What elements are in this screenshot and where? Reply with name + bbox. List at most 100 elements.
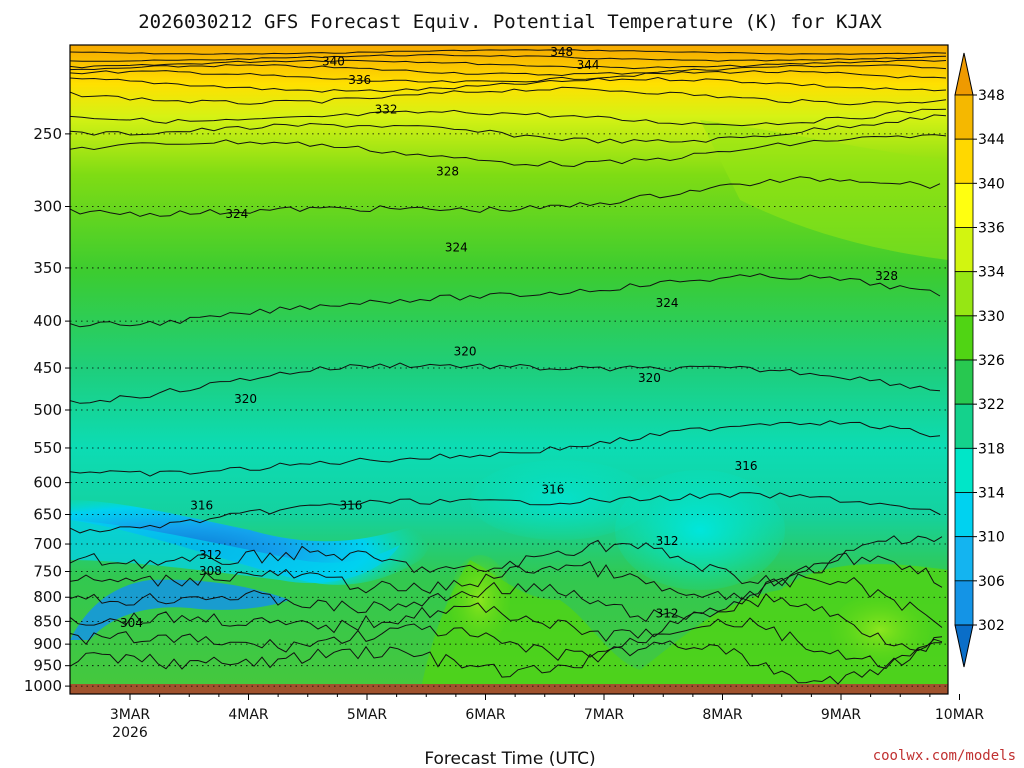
credit-text: coolwx.com/models xyxy=(873,748,1016,764)
colorbar-swatch xyxy=(954,94,974,140)
colorbar-label: 326 xyxy=(978,353,1005,369)
contour-label: 324 xyxy=(445,240,468,254)
colorbar-swatch xyxy=(954,271,974,317)
isentrope xyxy=(70,176,941,217)
colorbar-label: 302 xyxy=(978,618,1005,634)
colorbar-label: 348 xyxy=(978,88,1005,104)
isentrope xyxy=(70,492,941,534)
isentrope xyxy=(70,49,947,55)
x-tick-label: 5MAR xyxy=(347,707,388,723)
contour-label: 316 xyxy=(735,459,758,473)
plot-frame xyxy=(69,44,949,695)
colorbar-label: 330 xyxy=(978,309,1005,325)
y-tick-label: 950 xyxy=(33,657,62,675)
y-tick-label: 550 xyxy=(33,439,62,457)
contour-label: 320 xyxy=(234,392,257,406)
y-tick-label: 450 xyxy=(33,359,62,377)
colorbar-max-arrow xyxy=(954,52,974,96)
y-tick-label: 400 xyxy=(33,312,62,330)
warm-pocket xyxy=(830,595,930,665)
isentrope xyxy=(70,552,943,601)
contour-label: 312 xyxy=(656,534,679,548)
chart-title: 2026030212 GFS Forecast Equiv. Potential… xyxy=(138,11,882,33)
y-tick-label: 650 xyxy=(33,506,62,524)
contour-label: 312 xyxy=(656,607,679,621)
x-tick-sublabel: 2026 xyxy=(112,725,148,741)
colorbar-swatch xyxy=(954,182,974,228)
isentrope xyxy=(70,59,947,70)
contour-label: 320 xyxy=(454,345,477,359)
isentrope xyxy=(70,617,943,669)
colorbar-swatch xyxy=(954,227,974,273)
surface-ground xyxy=(70,684,948,694)
colorbar-swatch xyxy=(954,447,974,493)
x-tick-label: 9MAR xyxy=(821,707,862,723)
colorbar-min-arrow xyxy=(954,624,974,668)
contour-label: 316 xyxy=(541,482,564,496)
cold-core xyxy=(70,579,290,640)
contour-label: 344 xyxy=(577,58,600,72)
colorbar-label: 314 xyxy=(978,486,1005,502)
contour-label: 316 xyxy=(190,498,213,512)
cyan-pocket xyxy=(615,470,785,590)
isentrope xyxy=(70,134,947,168)
colorbar-label: 334 xyxy=(978,265,1005,281)
colorbar-swatch xyxy=(954,359,974,405)
isentrope xyxy=(70,70,947,84)
contour-label: 324 xyxy=(225,207,248,221)
warm-lowlevel xyxy=(420,560,948,694)
x-axis: 3MAR 2026 4MAR 5MAR 6MAR 7MAR 8MAR 9MAR 10MAR xyxy=(110,694,984,741)
contour-lines xyxy=(70,49,947,685)
isentrope xyxy=(70,420,941,477)
colorbar-swatch xyxy=(954,536,974,582)
y-tick-label: 250 xyxy=(33,125,62,143)
isentrope xyxy=(70,114,947,144)
colorbar-swatch xyxy=(954,138,974,184)
x-tick-label: 10MAR xyxy=(935,707,984,723)
isentrope xyxy=(70,535,943,587)
contour-label: 316 xyxy=(340,498,363,512)
contour-label: 336 xyxy=(348,73,371,87)
y-tick-label: 300 xyxy=(33,198,62,216)
contour-label: 328 xyxy=(436,165,459,179)
isentrope xyxy=(70,593,943,652)
y-tick-label: 350 xyxy=(33,259,62,277)
cold-band xyxy=(70,520,400,584)
isentrope xyxy=(70,636,943,685)
y-tick-label: 750 xyxy=(33,563,62,581)
y-tick-label: 900 xyxy=(33,635,62,653)
isentrope xyxy=(70,108,947,127)
upper-ridge xyxy=(700,120,948,260)
y-tick-label: 700 xyxy=(33,535,62,553)
contour-label: 312 xyxy=(199,548,222,562)
contour-label: 324 xyxy=(656,296,679,310)
colorbar-label: 306 xyxy=(978,574,1005,590)
colorbar-swatch xyxy=(954,315,974,361)
colorbar-label: 340 xyxy=(978,176,1005,192)
colorbar-label: 318 xyxy=(978,441,1005,457)
x-tick-label: 8MAR xyxy=(702,707,743,723)
colorbar-label: 344 xyxy=(978,132,1005,148)
contour-label: 304 xyxy=(120,616,143,630)
contour-label: 328 xyxy=(875,269,898,283)
isentrope xyxy=(70,64,947,77)
colorbar-label: 322 xyxy=(978,397,1005,413)
x-tick-label: 6MAR xyxy=(465,707,506,723)
isentrope xyxy=(70,76,947,93)
y-tick-label: 1000 xyxy=(24,677,62,695)
isentrope xyxy=(70,362,941,404)
isentrope xyxy=(70,573,943,628)
warm-pocket xyxy=(450,555,510,645)
colorbar-swatch xyxy=(954,403,974,449)
isentrope xyxy=(70,273,941,328)
y-tick-label: 800 xyxy=(33,588,62,606)
x-tick-label: 4MAR xyxy=(228,707,269,723)
x-tick-label: 3MAR xyxy=(110,707,151,723)
colorbar-label: 310 xyxy=(978,530,1005,546)
contour-label: 308 xyxy=(199,564,222,578)
colorbar: 348 344 340 336 334 330 326 322 318 314 310 306 302 xyxy=(954,52,1005,668)
contour-label: 320 xyxy=(638,371,661,385)
isentrope xyxy=(70,86,947,106)
y-tick-label: 850 xyxy=(33,612,62,630)
